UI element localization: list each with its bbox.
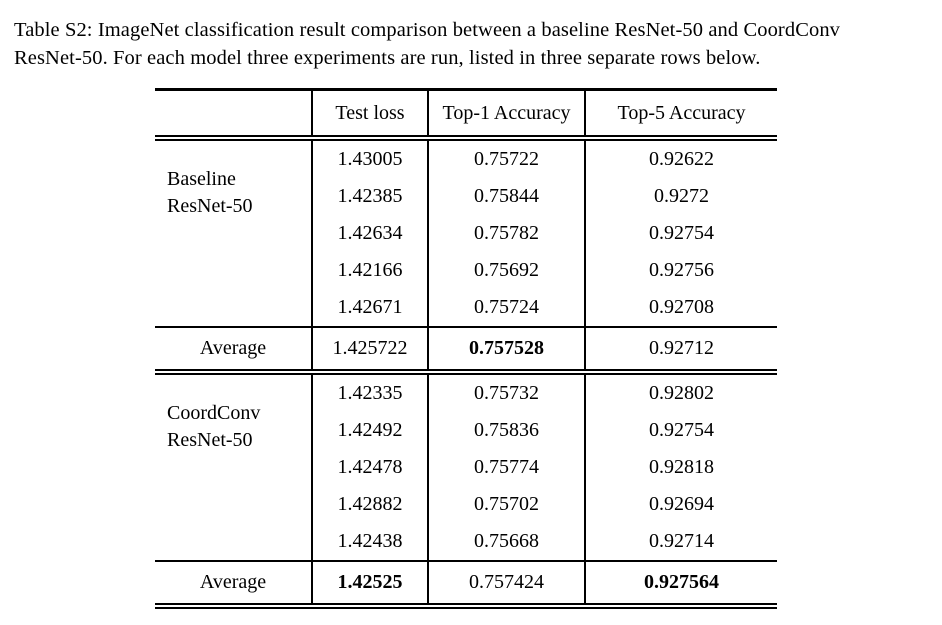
cell-top5-accuracy: 0.92754 xyxy=(584,412,777,449)
average-label: Average xyxy=(155,560,312,609)
cell-top1-accuracy: 0.75836 xyxy=(427,412,585,449)
cell-test-loss: 1.42166 xyxy=(311,252,428,289)
cell-test-loss: 1.42478 xyxy=(311,449,428,486)
header-empty-cell xyxy=(155,89,312,141)
header-row: Test loss Top-1 Accuracy Top-5 Accuracy xyxy=(155,89,777,141)
cell-top1-accuracy: 0.75702 xyxy=(427,486,585,523)
model-label-line-2: ResNet-50 xyxy=(167,429,253,451)
average-row-baseline: Average 1.425722 0.757528 0.92712 xyxy=(155,326,777,375)
table-row: 1.42166 0.75692 0.92756 xyxy=(155,252,777,289)
table-row: CoordConv ResNet-50 1.42335 0.75732 0.92… xyxy=(155,372,777,451)
header-top5-accuracy: Top-5 Accuracy xyxy=(584,89,777,141)
average-top1-accuracy: 0.757424 xyxy=(427,560,585,609)
results-table: Test loss Top-1 Accuracy Top-5 Accuracy … xyxy=(155,88,777,609)
cell-top1-accuracy: 0.75782 xyxy=(427,215,585,252)
caption-line-1: Table S2: ImageNet classification result… xyxy=(14,19,841,41)
header-test-loss: Test loss xyxy=(311,89,428,141)
cell-test-loss: 1.43005 xyxy=(311,138,428,178)
cell-top5-accuracy: 0.92694 xyxy=(584,486,777,523)
table-row: 1.42438 0.75668 0.92714 xyxy=(155,523,777,561)
table-row: 1.42385 0.75844 0.9272 xyxy=(155,178,777,215)
cell-top5-accuracy: 0.92756 xyxy=(584,252,777,289)
cell-test-loss: 1.42882 xyxy=(311,486,428,523)
model-label-line-1: CoordConv xyxy=(167,402,261,424)
cell-test-loss: 1.42335 xyxy=(311,372,428,412)
cell-top5-accuracy: 0.92714 xyxy=(584,523,777,561)
cell-top5-accuracy: 0.92818 xyxy=(584,449,777,486)
cell-top5-accuracy: 0.92754 xyxy=(584,215,777,252)
table-row: 1.42634 0.75782 0.92754 xyxy=(155,215,777,252)
average-label: Average xyxy=(155,326,312,375)
average-test-loss: 1.425722 xyxy=(311,326,428,375)
model-label-coordconv-resnet50: CoordConv ResNet-50 xyxy=(155,372,312,561)
average-row-coordconv: Average 1.42525 0.757424 0.927564 xyxy=(155,560,777,609)
cell-top1-accuracy: 0.75774 xyxy=(427,449,585,486)
table-row: 1.42478 0.75774 0.92818 xyxy=(155,449,777,486)
table-row: Baseline ResNet-50 1.43005 0.75722 0.926… xyxy=(155,138,777,217)
cell-top1-accuracy: 0.75722 xyxy=(427,138,585,178)
table-row: 1.42882 0.75702 0.92694 xyxy=(155,486,777,523)
cell-test-loss: 1.42385 xyxy=(311,178,428,215)
cell-test-loss: 1.42438 xyxy=(311,523,428,561)
cell-top1-accuracy: 0.75732 xyxy=(427,372,585,412)
cell-test-loss: 1.42492 xyxy=(311,412,428,449)
table-row: 1.42671 0.75724 0.92708 xyxy=(155,289,777,327)
cell-top5-accuracy: 0.92708 xyxy=(584,289,777,327)
average-top5-accuracy: 0.92712 xyxy=(584,326,777,375)
cell-test-loss: 1.42671 xyxy=(311,289,428,327)
cell-test-loss: 1.42634 xyxy=(311,215,428,252)
cell-top5-accuracy: 0.9272 xyxy=(584,178,777,215)
header-top1-accuracy: Top-1 Accuracy xyxy=(427,89,585,141)
cell-top1-accuracy: 0.75692 xyxy=(427,252,585,289)
table-row: 1.42492 0.75836 0.92754 xyxy=(155,412,777,449)
cell-top5-accuracy: 0.92622 xyxy=(584,138,777,178)
cell-top1-accuracy: 0.75844 xyxy=(427,178,585,215)
table-caption: Table S2: ImageNet classification result… xyxy=(14,16,934,72)
model-label-line-2: ResNet-50 xyxy=(167,195,253,217)
model-label-line-1: Baseline xyxy=(167,168,236,190)
average-top1-accuracy: 0.757528 xyxy=(427,326,585,375)
model-label-baseline-resnet50: Baseline ResNet-50 xyxy=(155,138,312,327)
average-test-loss: 1.42525 xyxy=(311,560,428,609)
cell-top5-accuracy: 0.92802 xyxy=(584,372,777,412)
average-top5-accuracy: 0.927564 xyxy=(584,560,777,609)
cell-top1-accuracy: 0.75724 xyxy=(427,289,585,327)
caption-line-2: ResNet-50. For each model three experime… xyxy=(14,47,761,69)
cell-top1-accuracy: 0.75668 xyxy=(427,523,585,561)
